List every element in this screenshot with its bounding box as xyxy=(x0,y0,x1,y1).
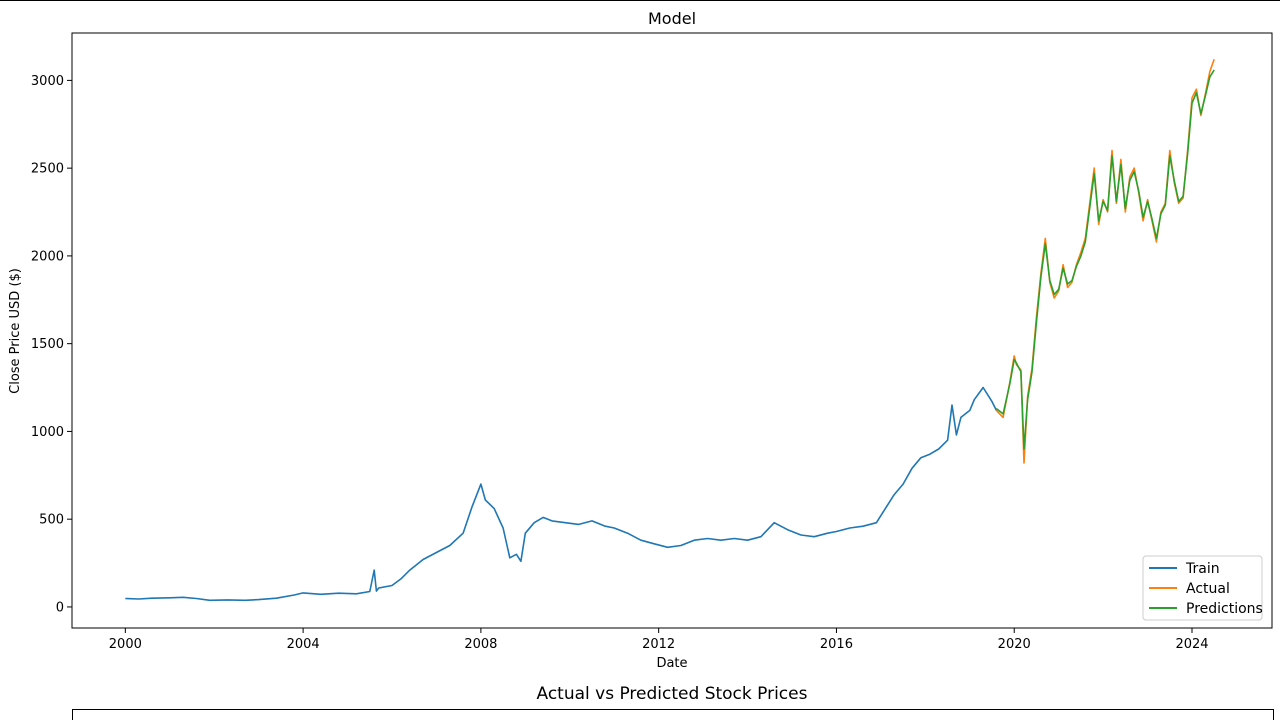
y-tick-label: 1000 xyxy=(31,425,64,440)
y-tick-label: 3000 xyxy=(31,74,64,89)
x-axis-label: Date xyxy=(656,656,687,671)
y-tick-label: 0 xyxy=(56,600,64,615)
y-tick-label: 2500 xyxy=(31,162,64,177)
second-chart-title: Actual vs Predicted Stock Prices xyxy=(536,684,808,704)
chart-title: Model xyxy=(648,9,696,28)
model-chart: Model 2000 2004 2008 2012 2016 2020 2024 0 500 1… xyxy=(8,9,1273,671)
x-tick-label: 2004 xyxy=(287,637,320,652)
x-tick-label: 2020 xyxy=(998,637,1031,652)
y-tick-label: 2000 xyxy=(31,249,64,264)
series-line-predictions xyxy=(995,69,1215,450)
plot-area xyxy=(125,59,1215,602)
legend-label-train: Train xyxy=(1185,561,1220,577)
axes-frame xyxy=(71,32,1273,629)
y-tick-label: 500 xyxy=(39,513,64,528)
y-tick-label: 1500 xyxy=(31,337,64,352)
series-line-train xyxy=(125,386,998,602)
x-axis: 2000 2004 2008 2012 2016 2020 2024 xyxy=(109,628,1209,652)
x-tick-label: 2016 xyxy=(820,637,853,652)
legend-label-predictions: Predictions xyxy=(1186,601,1263,617)
x-tick-label: 2000 xyxy=(109,637,142,652)
y-axis-label: Close Price USD ($) xyxy=(8,268,23,394)
legend-label-actual: Actual xyxy=(1186,581,1230,597)
second-chart-axes xyxy=(72,709,1274,720)
x-tick-label: 2024 xyxy=(1175,637,1208,652)
legend: Train Actual Predictions xyxy=(1142,555,1263,621)
x-tick-label: 2012 xyxy=(642,637,675,652)
series-line-actual xyxy=(995,59,1215,464)
legend-box xyxy=(1142,555,1263,621)
x-tick-label: 2008 xyxy=(464,637,497,652)
top-border xyxy=(0,0,1280,1)
y-axis: 0 500 1000 1500 2000 2500 3000 xyxy=(31,74,72,615)
